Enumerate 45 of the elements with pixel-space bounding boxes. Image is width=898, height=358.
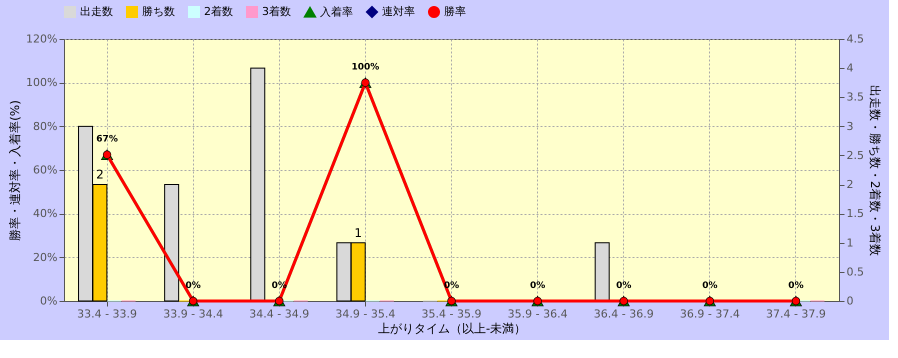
y2-tick-label: 0.5 xyxy=(846,265,864,278)
data-label: 2 xyxy=(96,168,104,182)
data-label: 0% xyxy=(616,281,632,291)
x-tick-label: 33.9 - 34.4 xyxy=(163,308,224,320)
y2-axis-title: 出走数・勝ち数・2着数・3着数 xyxy=(868,84,882,256)
y-tick-label: 60% xyxy=(33,164,58,176)
y2-tick-label: 4.5 xyxy=(846,32,864,46)
y-axis-title: 勝率・連対率・入着率(%) xyxy=(8,100,22,241)
x-tick-label: 34.9 - 35.4 xyxy=(335,308,396,320)
x-tick-label: 37.4 - 37.9 xyxy=(766,308,826,320)
y2-tick-label: 3.5 xyxy=(846,90,864,104)
legend-label: 3着数 xyxy=(262,5,291,18)
x-axis-title: 上がりタイム（以上-未満） xyxy=(378,322,526,336)
y2-tick-label: 2.5 xyxy=(846,148,864,162)
legend-label: 勝率 xyxy=(444,5,466,18)
data-label: 0% xyxy=(530,281,546,291)
y2-tick-label: 2 xyxy=(846,178,854,192)
y2-tick-label: 0 xyxy=(846,294,854,308)
x-tick-label: 33.4 - 33.9 xyxy=(77,308,138,320)
data-label: 0% xyxy=(788,281,804,291)
legend-label: 入着率 xyxy=(320,5,353,18)
y-tick-label: 0% xyxy=(40,294,58,308)
x-tick-label: 35.9 - 36.4 xyxy=(508,308,568,320)
y2-tick-label: 1.5 xyxy=(846,207,864,220)
data-label: 1 xyxy=(354,226,362,240)
data-label: 0% xyxy=(186,281,201,291)
y-tick-label: 40% xyxy=(33,207,58,220)
y-tick-label: 20% xyxy=(33,250,58,264)
y-tick-label: 100% xyxy=(26,76,58,90)
x-tick-label: 35.4 - 35.9 xyxy=(422,308,482,320)
y-tick-label: 80% xyxy=(33,120,58,133)
data-label: 67% xyxy=(96,134,118,145)
x-tick-label: 36.4 - 36.9 xyxy=(594,308,654,320)
legend-label: 連対率 xyxy=(382,5,415,18)
legend-label: 2着数 xyxy=(204,5,233,18)
data-label: 0% xyxy=(702,281,718,291)
y2-tick-label: 4 xyxy=(846,62,854,75)
y2-tick-label: 1 xyxy=(846,236,854,250)
y-tick-label: 120% xyxy=(26,32,58,46)
legend-label: 出走数 xyxy=(80,5,113,18)
y2-tick-label: 3 xyxy=(846,120,854,133)
x-tick-label: 36.9 - 37.4 xyxy=(680,308,740,320)
x-tick-label: 34.4 - 34.9 xyxy=(249,308,310,320)
data-label: 100% xyxy=(351,62,380,73)
legend-label: 勝ち数 xyxy=(142,5,175,18)
